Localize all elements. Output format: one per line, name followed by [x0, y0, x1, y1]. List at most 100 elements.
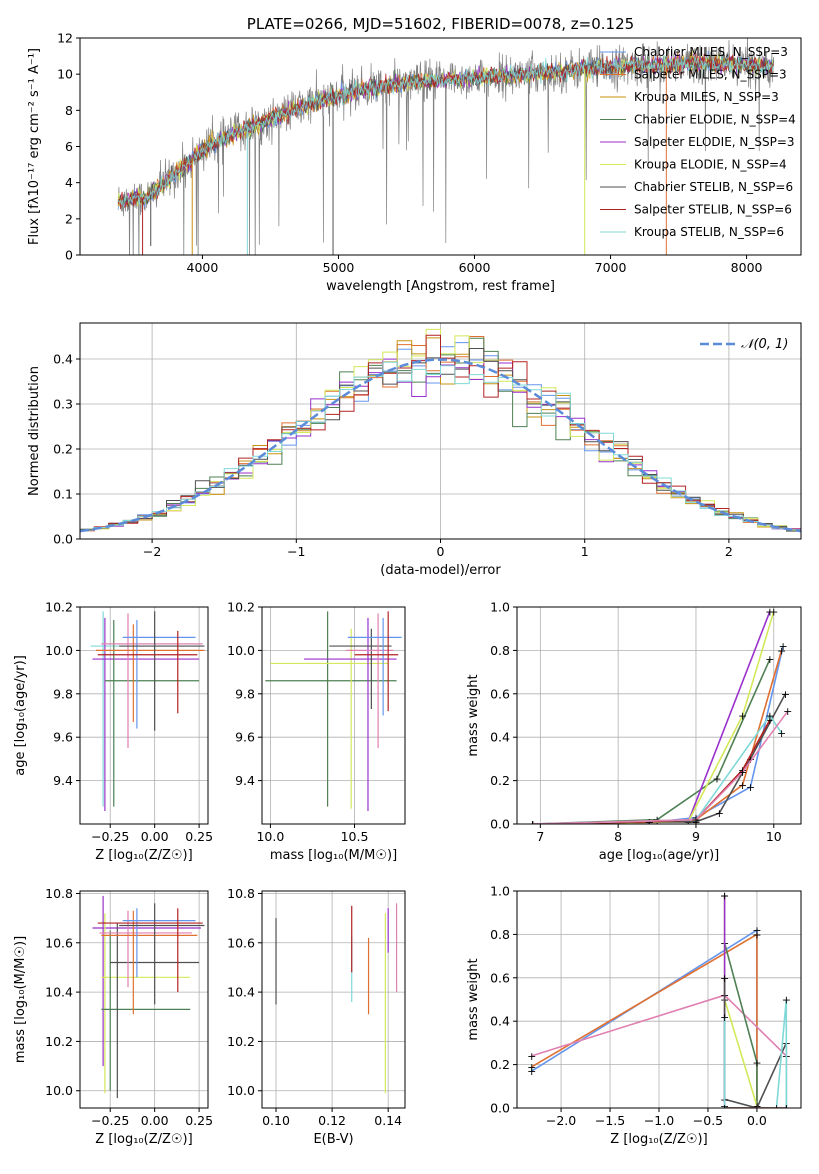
x-tick-label: 4000 [187, 260, 219, 275]
y-axis-label: mass weight [466, 674, 481, 756]
y-tick-label: 8 [65, 103, 73, 118]
x-tick-label: −1.5 [595, 1113, 625, 1128]
weight-marker: + [738, 764, 747, 777]
x-tick-label: 0 [437, 544, 445, 559]
weight-marker: + [781, 688, 790, 701]
y-tick-label: 10.0 [45, 643, 73, 658]
x-tick-label: −2 [143, 544, 161, 559]
weight-line [532, 611, 771, 824]
x-tick-label: 8000 [731, 260, 763, 275]
y-tick-label: 0.2 [53, 442, 73, 457]
y-tick-label: 0.4 [490, 1014, 510, 1029]
normal-distribution-curve [80, 358, 801, 533]
y-tick-label: 0.2 [490, 1057, 510, 1072]
x-tick-label: 0.12 [318, 1113, 346, 1128]
x-tick-label: 10.5 [341, 829, 369, 844]
weight-marker: + [720, 1102, 729, 1115]
y-tick-label: 10.2 [227, 1034, 255, 1049]
weight-marker: + [720, 1102, 729, 1115]
legend-label: Chabrier ELODIE, N_SSP=4 [634, 113, 796, 127]
y-tick-label: 9.8 [235, 686, 255, 701]
plot-area-mass_vs_Z [80, 891, 208, 1108]
weight-marker: + [765, 714, 774, 727]
y-tick-label: 12 [57, 31, 73, 46]
x-tick-label: 0.14 [374, 1113, 402, 1128]
x-axis-label: wavelength [Angstrom, rest frame] [326, 279, 555, 294]
residual-histogram-step [80, 361, 801, 531]
weight-marker: + [765, 653, 774, 666]
y-tick-label: 9.8 [53, 686, 73, 701]
weight-marker: + [720, 1011, 729, 1024]
weight-marker: + [528, 818, 537, 831]
x-tick-label: 1 [581, 544, 589, 559]
model-spectrum-line [117, 55, 774, 208]
panel-age_vs_Z: −0.25 0.00 0.25 9.4 9.6 9.8 10.0 10.2 Z [log₁₀(Z… [13, 600, 213, 864]
weight-line [532, 658, 771, 824]
y-tick-label: 9.4 [53, 773, 73, 788]
axes-frame [79, 37, 802, 256]
weight-marker: + [772, 1102, 781, 1115]
legend-label: Kroupa ELODIE, N_SSP=4 [634, 158, 787, 172]
y-tick-label: 0 [65, 248, 73, 263]
weight-marker: + [645, 816, 654, 829]
y-tick-label: 4 [65, 175, 73, 190]
weight-marker: + [528, 818, 537, 831]
x-tick-label: −0.25 [91, 829, 129, 844]
x-axis-label: Z [log₁₀(Z/Z☉)] [95, 848, 192, 863]
y-tick-label: 10.6 [45, 935, 73, 950]
axes-frame [79, 890, 209, 1109]
weight-marker: + [777, 644, 786, 657]
x-axis-label: E(B-V) [313, 1132, 353, 1147]
weight-marker: + [783, 705, 792, 718]
x-tick-label: 9 [692, 829, 700, 844]
y-tick-label: 10.2 [227, 600, 255, 615]
weight-marker: + [738, 766, 747, 779]
weight-marker: + [528, 818, 537, 831]
weight-marker: + [769, 605, 778, 618]
panel-spectrum: PLATE=0266, MJD=51602, FIBERID=0078, z=0… [27, 15, 802, 294]
weight-marker: + [528, 818, 537, 831]
weight-line [723, 942, 758, 1106]
weight-marker: + [765, 605, 774, 618]
weight-marker: + [765, 710, 774, 723]
panel-mass_vs_Z: −0.25 0.00 0.25 10.0 10.2 10.4 10.6 10.8 Z [log₁… [13, 886, 213, 1147]
x-tick-label: −1 [287, 544, 305, 559]
weight-marker: + [528, 818, 537, 831]
x-tick-label: −2.0 [546, 1113, 576, 1128]
plot-area-weight_vs_Z: ++++++++++++++++++++++++ ++++ + [517, 889, 801, 1115]
y-tick-label: 0.6 [490, 970, 510, 985]
weight-marker: + [720, 889, 729, 902]
y-tick-label: 10.0 [227, 643, 255, 658]
y-axis-label: Flux [fλ10⁻¹⁷ erg cm⁻² s⁻¹ A⁻¹] [27, 48, 42, 245]
weight-marker: + [527, 1061, 536, 1074]
weight-marker: + [652, 814, 661, 827]
y-tick-label: 10.2 [45, 600, 73, 615]
legend-label: Salpeter STELIB, N_SSP=6 [634, 203, 792, 217]
y-axis-label: Normed distribution [27, 366, 42, 496]
weight-marker: + [778, 640, 787, 653]
weight-marker: + [782, 1102, 791, 1115]
y-tick-label: 2 [65, 211, 73, 226]
y-tick-label: 1.0 [490, 600, 510, 615]
x-axis-label: Z [log₁₀(Z/Z☉)] [95, 1132, 192, 1147]
weight-line [532, 710, 789, 824]
x-tick-label: 0.10 [262, 1113, 290, 1128]
plot-area-age_vs_mass [262, 607, 405, 824]
y-tick-label: 10.6 [227, 935, 255, 950]
legend-label: Chabrier MILES, N_SSP=3 [634, 45, 788, 59]
weight-line [723, 999, 788, 1108]
weight-line [532, 719, 771, 824]
panel-weight_vs_age: + + ++++ + ++++ ++++ +++ ++++ + +++++ + ++++ ++++ +++… [466, 600, 802, 863]
axes-frame [79, 322, 802, 540]
y-tick-label: 0.8 [490, 643, 510, 658]
weight-marker: + [528, 818, 537, 831]
weight-marker: + [752, 1056, 761, 1069]
panel-residuals: −2 −1 0 1 2 0.0 0.1 0.2 0.3 0.4 (data-model)/error… [27, 322, 802, 578]
legend-label: Chabrier STELIB, N_SSP=6 [634, 180, 793, 194]
x-axis-label: age [log₁₀(age/yr)] [599, 848, 720, 863]
axes-frame [79, 606, 209, 825]
model-spectrum-line [117, 52, 774, 210]
legend-label: Salpeter MILES, N_SSP=3 [634, 68, 787, 82]
weight-marker: + [752, 928, 761, 941]
